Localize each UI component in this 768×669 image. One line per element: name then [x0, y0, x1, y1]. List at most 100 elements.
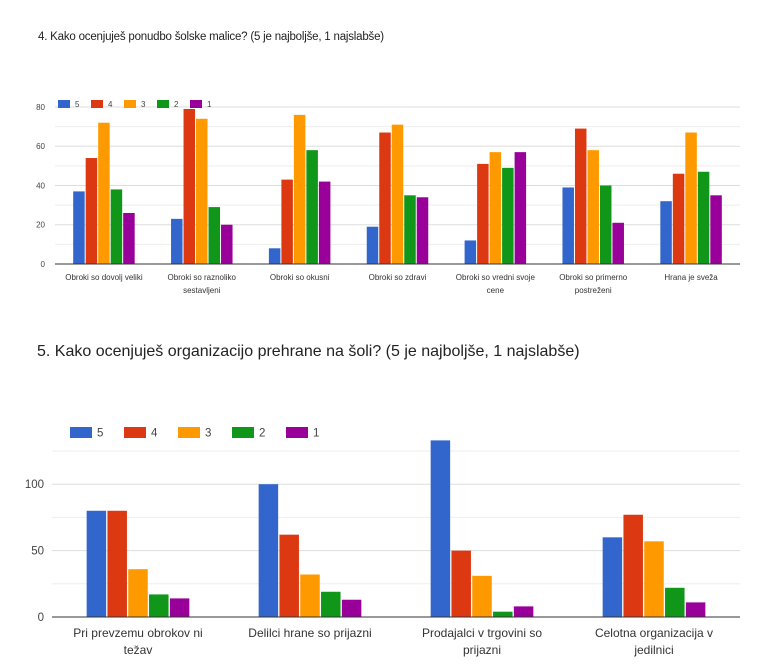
q5-category-label: Celotna organizacija v	[595, 626, 713, 640]
q4-legend-swatch-1	[190, 100, 202, 108]
q5-legend-swatch-1	[286, 427, 308, 438]
q5-legend-swatch-3	[178, 427, 200, 438]
q4-bar-1-4	[514, 152, 527, 264]
q4-legend-swatch-5	[58, 100, 70, 108]
q4-category-label: Obroki so okusni	[270, 273, 330, 282]
q5-y-tick-label: 50	[31, 546, 44, 558]
q5-y-tick-label: 0	[38, 612, 44, 624]
q4-bar-5-5	[562, 187, 574, 264]
q5-bar-4-1	[279, 534, 299, 617]
q4-bar-4-3	[379, 132, 391, 264]
q4-bar-5-3	[366, 226, 379, 264]
q4-category-label: postreženi	[575, 286, 612, 295]
q4-category-label: Obroki so primerno	[559, 273, 628, 282]
q5-bar-1-0	[169, 598, 190, 617]
q4-legend-label-1: 1	[207, 100, 212, 109]
q5-legend-swatch-5	[70, 427, 92, 438]
q5-bar-1-2	[513, 606, 534, 617]
q5-bar-5-0	[86, 510, 107, 617]
q4-category-label: sestavljeni	[183, 286, 221, 295]
q4-bar-5-2	[268, 248, 281, 264]
q5-bar-5-2	[430, 440, 451, 617]
q4-bar-1-6	[710, 195, 722, 264]
q4-bar-1-3	[416, 197, 429, 264]
q4-category-label: cene	[487, 286, 505, 295]
q5-bar-2-3	[665, 587, 685, 617]
q5-bar-2-0	[149, 594, 169, 617]
q5-bar-1-3	[685, 602, 706, 617]
q4-bar-5-6	[660, 201, 672, 264]
q5-bar-3-0	[128, 569, 148, 617]
q4-bar-3-0	[98, 122, 110, 264]
q5-legend-label-3: 3	[205, 427, 211, 439]
q4-legend-swatch-2	[157, 100, 169, 108]
q4-category-label: Obroki so raznoliko	[168, 273, 237, 282]
q4-bar-5-1	[171, 218, 183, 264]
q4-bar-1-5	[612, 222, 624, 264]
q5-legend-label-4: 4	[151, 427, 158, 439]
q4-bar-2-5	[599, 185, 612, 264]
q4-bar-2-4	[502, 167, 514, 264]
q4-category-label: Obroki so vredni svoje	[456, 273, 536, 282]
q4-bar-2-2	[306, 150, 318, 264]
q5-bar-4-2	[451, 550, 471, 617]
q4-bar-2-3	[404, 195, 416, 264]
q4-bar-2-6	[697, 171, 710, 264]
q5-category-label: jedilnici	[633, 643, 673, 657]
q4-bar-3-3	[391, 124, 404, 264]
q5-legend-swatch-2	[232, 427, 254, 438]
q4-bar-2-0	[110, 189, 123, 264]
q5-legend-label-1: 1	[313, 427, 319, 439]
q4-bar-1-2	[318, 181, 331, 264]
q4-bar-4-2	[281, 179, 293, 264]
q4-legend-label-3: 3	[141, 100, 146, 109]
q4-y-tick-label: 20	[36, 221, 45, 230]
q4-category-label: Obroki so zdravi	[369, 273, 427, 282]
q4-bar-5-4	[464, 240, 477, 264]
q5-bar-3-2	[472, 575, 492, 617]
q5-category-label: Prodajalci v trgovini so	[422, 626, 542, 640]
q5-bar-5-3	[602, 537, 623, 617]
q4-legend-swatch-3	[124, 100, 136, 108]
q5-legend-swatch-4	[124, 427, 146, 438]
q5-bar-3-3	[644, 541, 664, 617]
q4-legend-swatch-4	[91, 100, 103, 108]
q5-bar-5-1	[258, 484, 279, 617]
question-4-title: 4. Kako ocenjuješ ponudbo šolske malice?…	[38, 31, 384, 43]
q5-y-tick-label: 100	[25, 479, 44, 491]
q4-legend-label-4: 4	[108, 100, 113, 109]
q5-bar-2-1	[321, 591, 341, 617]
q5-bar-1-1	[341, 599, 362, 617]
q4-bar-3-1	[196, 118, 208, 265]
q4-legend-label-2: 2	[174, 100, 179, 109]
q4-bar-3-6	[685, 132, 697, 264]
q4-bar-4-1	[183, 108, 196, 265]
q4-bar-1-0	[123, 212, 135, 264]
q4-y-tick-label: 0	[41, 260, 46, 269]
question-5-title: 5. Kako ocenjuješ organizacijo prehrane …	[37, 343, 580, 360]
q4-y-tick-label: 60	[36, 142, 45, 151]
q5-bar-2-2	[493, 611, 513, 617]
q5-bar-4-3	[623, 514, 643, 617]
q5-category-label: težav	[124, 643, 153, 657]
q5-legend-label-5: 5	[97, 427, 103, 439]
q4-bar-3-2	[293, 114, 306, 264]
q5-bar-4-0	[107, 510, 127, 617]
q4-bar-4-5	[574, 128, 587, 264]
q5-category-label: prijazni	[463, 643, 501, 657]
q4-bar-3-5	[587, 150, 599, 264]
q4-bar-3-4	[489, 152, 502, 264]
q4-bar-2-1	[208, 207, 221, 264]
q4-y-tick-label: 80	[36, 103, 45, 112]
q4-y-tick-label: 40	[36, 181, 45, 190]
q4-category-label: Hrana je sveža	[664, 273, 718, 282]
q4-bar-4-4	[477, 163, 489, 264]
q4-bar-4-6	[672, 173, 685, 264]
q4-bar-5-0	[73, 191, 85, 264]
q4-category-label: Obroki so dovolj veliki	[65, 273, 143, 282]
q4-bar-4-0	[85, 158, 98, 264]
q5-category-label: Pri prevzemu obrokov ni	[73, 626, 202, 640]
q5-bar-3-1	[300, 574, 320, 617]
q5-category-label: Delilci hrane so prijazni	[248, 626, 371, 640]
